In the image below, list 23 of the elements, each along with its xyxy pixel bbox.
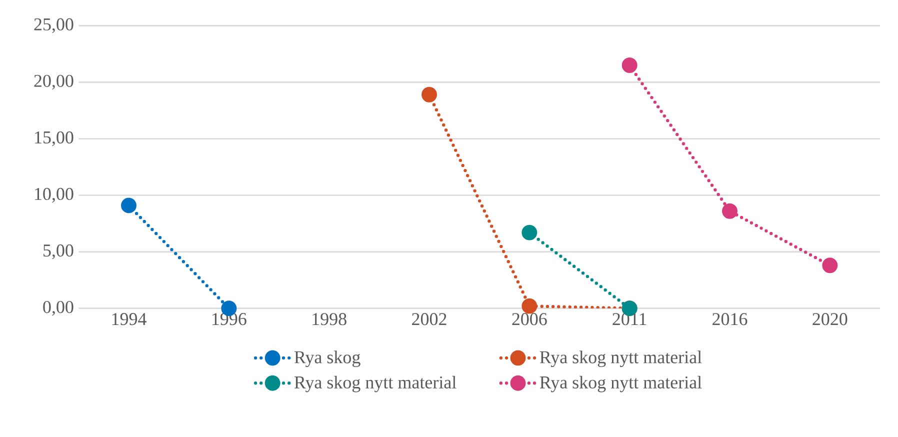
x-tick-label: 1994 — [112, 313, 146, 326]
legend-label: Rya skog nytt material — [540, 350, 702, 368]
y-tick-label: 25,00 — [34, 18, 74, 34]
legend-label: Rya skog nytt material — [540, 376, 702, 392]
point — [121, 198, 136, 214]
y-tick-label: 15,00 — [35, 131, 74, 146]
x-tick-label: 2020 — [812, 313, 848, 326]
legend-label: Rya skog — [294, 350, 360, 368]
y-tick-label: 20,00 — [34, 74, 74, 90]
y-tick-label: 0,00 — [43, 300, 74, 316]
x-tick-label: 2002 — [412, 313, 446, 326]
y-tick-label: 5,00 — [44, 244, 74, 260]
point — [622, 58, 638, 73]
point — [422, 86, 437, 102]
x-tick-label: 2006 — [512, 313, 547, 326]
point — [722, 203, 738, 219]
x-tick-label: 1998 — [312, 313, 346, 326]
legend-label: Rya skog nytt material — [294, 376, 456, 392]
x-tick-label: 2016 — [712, 313, 748, 326]
point — [522, 298, 538, 314]
point — [822, 258, 838, 274]
y-tick-label: 10,00 — [35, 188, 74, 203]
point — [522, 224, 538, 240]
